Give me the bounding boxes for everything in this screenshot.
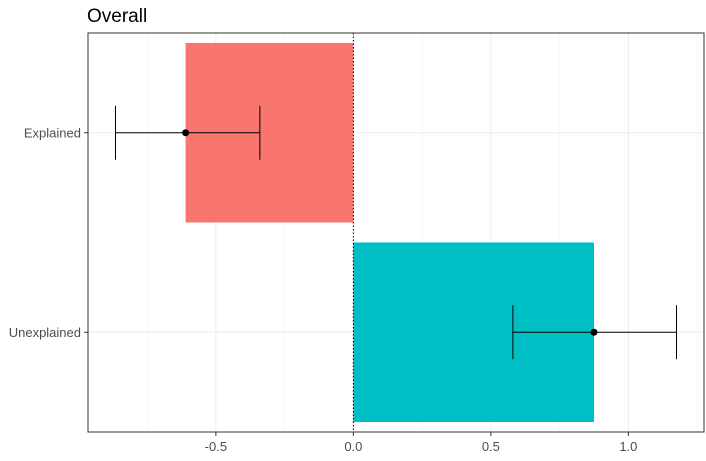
bars: [185, 42, 594, 423]
y-tick-label: Unexplained: [9, 325, 81, 340]
chart-title: Overall: [87, 6, 147, 27]
x-tick-label: 1.0: [619, 439, 637, 454]
x-tick-label: 0.5: [482, 439, 500, 454]
x-axis: -0.5 0.0 0.5 1.0: [205, 432, 637, 454]
error-bars: [115, 105, 677, 360]
y-tick-label: Explained: [24, 125, 81, 140]
plot-panel-border: [87, 32, 705, 433]
x-tick-label: 0.0: [344, 439, 362, 454]
y-axis: Explained Unexplained: [9, 125, 88, 340]
point-estimate-explained: [182, 129, 190, 137]
point-estimate-unexplained: [590, 328, 598, 336]
x-tick-label: -0.5: [205, 439, 227, 454]
